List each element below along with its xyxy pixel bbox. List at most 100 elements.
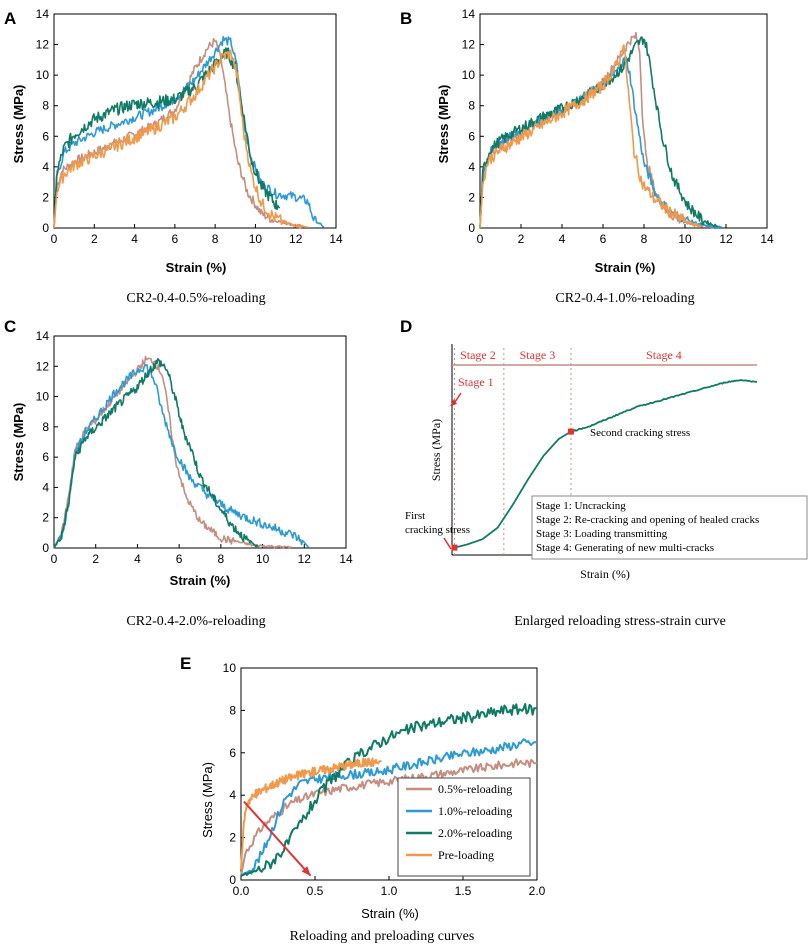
y-tick-label: 12 [462, 38, 476, 52]
y-tick-label: 4 [468, 160, 475, 174]
y-axis-label-b: Stress (MPa) [436, 85, 451, 164]
x-tick-label: 1.0 [381, 884, 398, 898]
first-cracking-arrow [443, 537, 452, 550]
first-cracking-label: First [405, 510, 425, 522]
x-tick-label: 2 [518, 232, 525, 246]
stage-label: Stage 3 [520, 348, 556, 362]
plot-area-c: 0 2 4 6 8 10 12 14 0 2 4 6 8 10 12 14 [36, 329, 353, 566]
axes-frame [53, 13, 337, 229]
y-tick-label: 10 [223, 661, 237, 675]
series-line-green [53, 358, 259, 549]
plot-area-a: 0 2 4 6 8 10 12 14 0 2 4 6 8 10 12 14 [36, 7, 343, 246]
panel-d: D Stage 2 Stage 3 Stage 4 Stage 1 First crack… [400, 317, 808, 629]
series-line-Pre-loading [240, 757, 382, 870]
y-tick-label: 6 [42, 129, 49, 143]
x-tick-label: 10 [256, 552, 270, 566]
y-tick-label: 8 [42, 99, 49, 113]
y-tick-label: 4 [229, 788, 236, 802]
second-cracking-label: Second cracking stress [590, 427, 690, 439]
x-tick-label: 14 [760, 232, 774, 246]
y-tick-label: 0 [468, 221, 475, 235]
y-tick-label: 2 [42, 511, 49, 525]
y-tick-label: 8 [229, 703, 236, 717]
y-tick-label: 14 [36, 329, 50, 343]
x-tick-label: 6 [176, 552, 183, 566]
x-tick-label: 8 [212, 232, 219, 246]
x-tick-label: 8 [218, 552, 225, 566]
caption-d: Enlarged reloading stress-strain curve [514, 614, 726, 629]
series-line-orange [53, 49, 308, 229]
x-axis-label-e: Strain (%) [361, 906, 419, 921]
y-tick-label: 0 [42, 221, 49, 235]
series-line-blue [53, 36, 325, 229]
trend-arrowhead [301, 866, 311, 876]
stage-label: Stage 4 [646, 348, 682, 362]
x-tick-label: 12 [298, 552, 312, 566]
panel-label-e: E [180, 654, 191, 673]
x-axis-label-d: Strain (%) [580, 567, 630, 581]
x-tick-label: 2 [92, 552, 99, 566]
y-tick-label: 4 [42, 480, 49, 494]
y-tick-label: 0 [229, 873, 236, 887]
legend-box [397, 777, 531, 877]
panel-e: E 0.0 0.5 1.0 1.5 2.0 0 2 4 6 8 10 0.5%-reloading 1.… [180, 654, 546, 944]
y-tick-label: 10 [36, 68, 50, 82]
legend-entry: 2.0%-reloading [438, 826, 512, 840]
x-tick-label: 0.0 [233, 884, 250, 898]
series-line-curve [454, 430, 572, 549]
stage-legend-entry: Stage 2: Re-cracking and opening of heal… [536, 514, 759, 526]
x-tick-label: 8 [641, 232, 648, 246]
y-axis-label-d: Stress (MPa) [429, 419, 443, 481]
x-tick-label: 12 [719, 232, 733, 246]
x-tick-label: 6 [600, 232, 607, 246]
x-tick-label: 10 [678, 232, 692, 246]
y-tick-label: 6 [229, 746, 236, 760]
stage1-label: Stage 1 [458, 375, 494, 389]
legend-entry: 1.0%-reloading [438, 804, 512, 818]
trend-arrow [243, 800, 312, 877]
x-tick-label: 4 [134, 552, 141, 566]
axes-frame [479, 13, 768, 229]
stage-label: Stage 2 [460, 348, 496, 362]
series-line-blue [53, 363, 310, 549]
legend-entry: 0.5%-reloading [438, 782, 512, 796]
y-tick-label: 12 [36, 38, 50, 52]
plot-area-e: 0.0 0.5 1.0 1.5 2.0 0 2 4 6 8 10 0.5%-reloading 1.0%… [223, 661, 546, 898]
caption-c: CR2-0.4-2.0%-reloading [126, 614, 265, 629]
second-cracking-marker [567, 428, 574, 435]
legend-entry: Pre-loading [438, 848, 494, 862]
x-tick-label: 4 [131, 232, 138, 246]
caption-a: CR2-0.4-0.5%-reloading [126, 291, 265, 306]
x-tick-label: 6 [172, 232, 179, 246]
y-tick-label: 6 [468, 129, 475, 143]
y-tick-label: 2 [468, 190, 475, 204]
y-tick-label: 10 [36, 390, 50, 404]
series-line-curve-jagged [570, 379, 758, 433]
x-tick-label: 0.5 [307, 884, 324, 898]
x-axis-label-a: Strain (%) [166, 260, 227, 275]
y-tick-label: 2 [42, 190, 49, 204]
x-tick-label: 12 [289, 232, 303, 246]
x-tick-label: 14 [329, 232, 343, 246]
caption-e: Reloading and preloading curves [290, 929, 475, 944]
x-tick-label: 2 [91, 232, 98, 246]
x-tick-label: 10 [249, 232, 263, 246]
y-tick-label: 6 [42, 450, 49, 464]
y-tick-label: 10 [462, 68, 476, 82]
series-line-2.0%-reloading [240, 703, 537, 877]
first-cracking-label: cracking stress [405, 524, 470, 536]
y-axis-label-a: Stress (MPa) [11, 85, 26, 164]
x-tick-label: 4 [559, 232, 566, 246]
panel-a: A 0 2 4 6 8 10 12 14 0 2 4 6 8 10 12 14 Strain (%) Stre… [4, 7, 343, 306]
series-line-rose [53, 38, 304, 229]
series-line-1.0%-reloading [240, 738, 537, 877]
stage-legend-box [531, 495, 808, 560]
y-tick-label: 8 [42, 420, 49, 434]
y-tick-label: 2 [229, 831, 236, 845]
y-tick-label: 8 [468, 99, 475, 113]
axes-frame [53, 335, 347, 549]
stage-legend-entry: Stage 4: Generating of new multi-cracks [536, 542, 714, 554]
series-line-rose [53, 355, 292, 549]
panel-label-b: B [400, 9, 412, 28]
x-tick-label: 1.5 [455, 884, 472, 898]
